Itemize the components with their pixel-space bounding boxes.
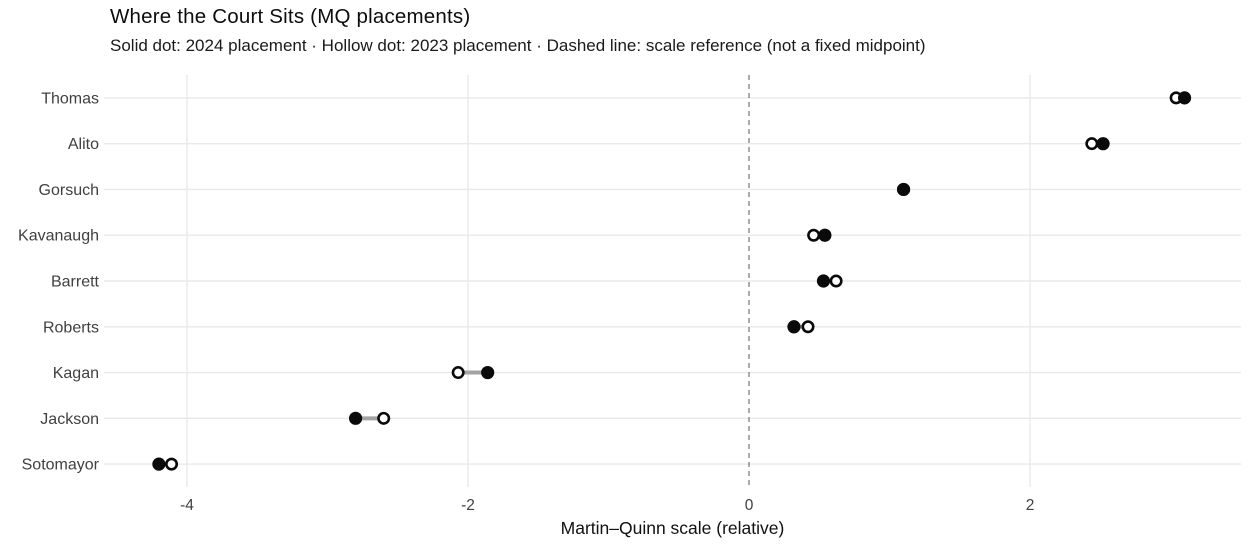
y-axis-label: Kavanaugh bbox=[18, 228, 99, 245]
chart-title: Where the Court Sits (MQ placements) bbox=[110, 5, 471, 28]
dot-2023 bbox=[1085, 137, 1099, 151]
dot-2024 bbox=[1096, 137, 1110, 151]
x-axis-tick-label: -2 bbox=[461, 497, 475, 514]
dot-2024 bbox=[818, 228, 832, 242]
chart-subtitle: Solid dot: 2024 placement · Hollow dot: … bbox=[110, 36, 926, 55]
dot-2023 bbox=[451, 366, 465, 380]
y-axis-label: Roberts bbox=[43, 319, 99, 336]
dot-2024 bbox=[481, 365, 495, 380]
x-axis-tick-label: -4 bbox=[180, 497, 194, 514]
y-axis-label: Thomas bbox=[41, 90, 99, 107]
dot-2024 bbox=[787, 320, 801, 334]
y-axis-label: Barrett bbox=[51, 274, 100, 291]
dot-2024 bbox=[1177, 91, 1192, 105]
dot-2023 bbox=[377, 411, 391, 425]
y-axis-label: Jackson bbox=[40, 411, 99, 428]
dot-2023 bbox=[801, 320, 815, 334]
x-axis-title: Martin–Quinn scale (relative) bbox=[560, 518, 785, 538]
dot-2023 bbox=[807, 228, 821, 242]
y-axis-label: Sotomayor bbox=[22, 457, 100, 474]
y-axis-label: Kagan bbox=[53, 365, 99, 382]
dot-2024 bbox=[152, 457, 166, 471]
dot-2024 bbox=[816, 274, 831, 288]
x-axis-tick-label: 2 bbox=[1026, 497, 1035, 514]
dot-2023 bbox=[829, 274, 843, 288]
x-axis-tick-label: 0 bbox=[745, 497, 754, 514]
y-axis-label: Gorsuch bbox=[39, 182, 99, 199]
dot-2024 bbox=[349, 411, 363, 425]
dot-2023 bbox=[165, 457, 179, 471]
dot-2024 bbox=[896, 182, 911, 197]
y-axis-label: Alito bbox=[68, 136, 99, 153]
